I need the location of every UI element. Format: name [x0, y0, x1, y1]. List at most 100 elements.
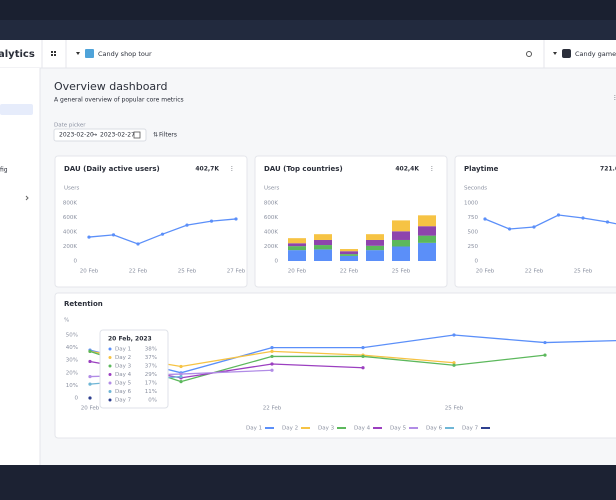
bar-segment: [340, 249, 358, 252]
logo: alytics: [0, 49, 35, 60]
y-tick-label: 0: [275, 259, 279, 265]
bar-segment: [366, 250, 384, 261]
x-tick-label: 25 Feb: [178, 269, 197, 275]
card: [54, 292, 616, 439]
y-tick-label: 400K: [63, 230, 77, 236]
filters-button[interactable]: Filters: [159, 132, 177, 139]
y-tick-label: 1000: [464, 201, 478, 207]
card-title: Playtime: [464, 165, 499, 173]
page-title: Overview dashboard: [54, 80, 167, 93]
nav-selected[interactable]: [0, 104, 33, 115]
date-start: 2023-02-20: [59, 132, 94, 139]
tooltip-value: 17%: [145, 381, 157, 387]
bar-segment: [340, 255, 358, 261]
point: [179, 374, 183, 379]
settings-icon[interactable]: [526, 51, 532, 57]
y-tick-label: 0: [475, 259, 479, 265]
tooltip-label: Day 4: [115, 372, 132, 378]
point: [88, 349, 92, 353]
card-summary: 402,4K: [395, 166, 419, 173]
menu[interactable]: ⋮: [612, 95, 616, 102]
point: [179, 380, 183, 384]
date-label: Date picker: [54, 123, 86, 129]
x-tick-label: 25 Feb: [392, 269, 411, 275]
tooltip-value: 11%: [145, 389, 157, 395]
x-tick-label: 22 Feb: [263, 406, 282, 412]
legend-label: Day 6: [426, 426, 443, 432]
tooltip-value: 0%: [148, 398, 157, 404]
top-band: [0, 20, 616, 40]
tooltip: [99, 329, 169, 409]
y-tick-label: 200K: [63, 244, 77, 250]
tooltip-dot: [108, 347, 112, 351]
bar-segment: [288, 238, 306, 244]
point: [532, 225, 536, 229]
axis-title: Seconds: [464, 186, 487, 192]
point: [581, 216, 585, 220]
date-input[interactable]: [53, 128, 147, 142]
point: [185, 223, 189, 227]
caret[interactable]: [553, 52, 557, 55]
bar-segment: [392, 239, 410, 247]
point: [270, 362, 274, 366]
card-title: Retention: [64, 300, 103, 308]
bar-segment: [314, 234, 332, 240]
point: [87, 235, 91, 239]
point: [483, 217, 487, 221]
bar-segment: [366, 239, 384, 246]
x-tick-label: 20 Feb: [80, 269, 99, 275]
axis-title: Users: [64, 186, 80, 192]
y-tick-label: 250: [468, 244, 479, 250]
bar-segment: [392, 220, 410, 232]
point: [543, 353, 547, 357]
legend-label: Day 1: [246, 426, 262, 432]
y-tick-label: 30%: [66, 358, 78, 364]
axis-title: %: [64, 318, 69, 324]
point: [452, 363, 456, 367]
point: [111, 233, 116, 237]
tooltip-dot: [108, 390, 112, 393]
tooltip-value: 37%: [145, 355, 157, 361]
org-name[interactable]: Candy games: [575, 50, 616, 58]
tooltip-label: Day 3: [115, 364, 132, 370]
point: [234, 217, 238, 221]
x-tick-label: 20 Feb: [476, 269, 495, 275]
point: [88, 396, 92, 400]
point: [361, 366, 365, 370]
tooltip-label: Day 7: [115, 398, 132, 404]
axis-title: Users: [264, 186, 280, 192]
point: [452, 333, 456, 337]
bar-segment: [340, 254, 358, 256]
y-tick-label: 0: [74, 259, 78, 265]
bar-segment: [366, 234, 384, 240]
tooltip-label: Day 5: [115, 381, 132, 387]
tooltip-dot: [108, 356, 112, 359]
bar-segment: [288, 246, 306, 251]
point: [361, 354, 365, 359]
point: [270, 354, 274, 359]
filter-icon[interactable]: ⇅: [153, 132, 158, 139]
org-icon: [562, 49, 571, 58]
project-icon: [85, 49, 94, 58]
point: [270, 346, 274, 350]
x-tick-label: 20 Feb: [81, 406, 100, 412]
y-tick-label: 0: [75, 396, 79, 402]
nav-item[interactable]: fig: [0, 167, 8, 174]
y-tick-label: 750: [468, 215, 479, 221]
legend-label: Day 3: [318, 426, 335, 432]
chevron[interactable]: [25, 195, 29, 201]
tooltip-value: 38%: [145, 347, 157, 353]
caret[interactable]: [76, 52, 80, 55]
tooltip-title: 20 Feb, 2023: [108, 336, 152, 343]
point: [209, 219, 214, 223]
bar-segment: [418, 242, 436, 261]
point: [452, 361, 456, 365]
bar-segment: [392, 246, 410, 261]
card: [54, 155, 248, 288]
bar-segment: [418, 215, 436, 227]
point: [507, 227, 512, 231]
project-name[interactable]: Candy shop tour: [98, 50, 152, 58]
card-title: DAU (Top countries): [264, 165, 343, 173]
apps-icon[interactable]: [51, 51, 56, 56]
